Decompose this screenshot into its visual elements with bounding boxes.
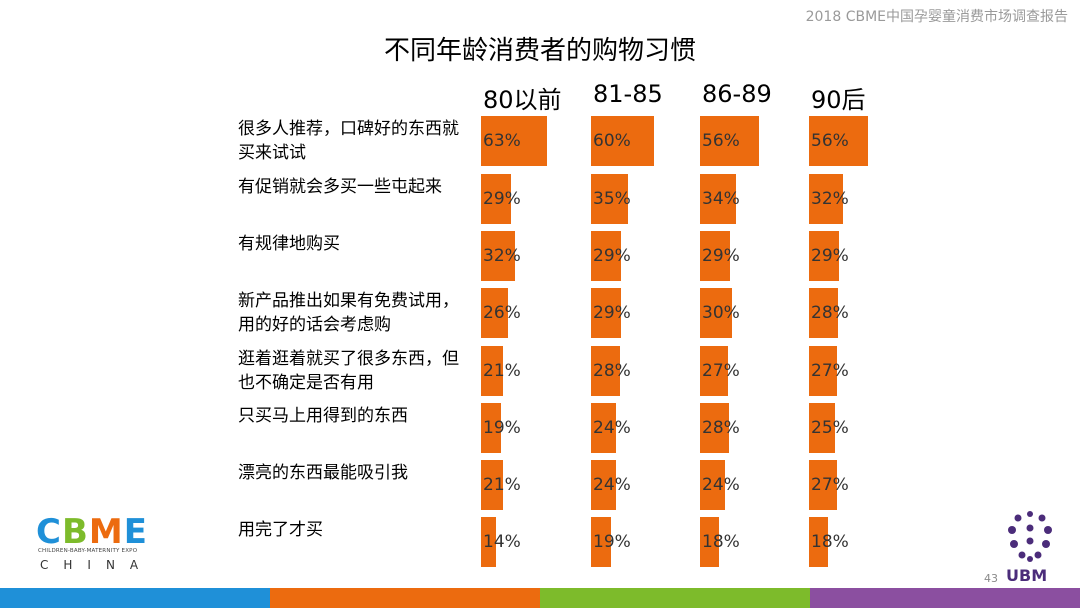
bar-0-0: [481, 116, 547, 166]
bar-label-0-0: 63%: [483, 131, 521, 151]
report-header-note: 2018 CBME中国孕婴童消费市场调查报告: [805, 9, 1068, 25]
bar-label-2-5: 28%: [702, 418, 740, 438]
bar-1-5: [591, 403, 616, 453]
bar-2-2: [700, 231, 730, 281]
bar-label-3-2: 29%: [811, 246, 849, 266]
bar-label-3-4: 27%: [811, 361, 849, 381]
cbme-logo-subtitle: CHILDREN-BABY-MATERNITY EXPO: [38, 548, 138, 554]
bar-0-7: [481, 517, 496, 567]
bar-3-0: [809, 116, 868, 166]
bar-label-1-4: 28%: [593, 361, 631, 381]
bar-label-0-2: 32%: [483, 246, 521, 266]
bar-0-5: [481, 403, 501, 453]
bar-label-2-0: 56%: [702, 131, 740, 151]
bar-label-1-1: 35%: [593, 189, 631, 209]
row-label-0: 很多人推荐，口碑好的东西就买来试试: [238, 119, 459, 163]
column-header-1: 81-85: [593, 80, 663, 108]
bar-label-3-3: 28%: [811, 303, 849, 323]
page-number: 43: [984, 572, 998, 585]
bar-label-1-7: 19%: [593, 532, 631, 552]
footer-color-band: [0, 588, 1080, 608]
bar-1-2: [591, 231, 621, 281]
bar-0-1: [481, 174, 511, 224]
bar-1-1: [591, 174, 628, 224]
row-label-6: 漂亮的东西最能吸引我: [238, 463, 408, 483]
bar-1-0: [591, 116, 654, 166]
bar-label-1-3: 29%: [593, 303, 631, 323]
bar-label-0-1: 29%: [483, 189, 521, 209]
bar-3-4: [809, 346, 837, 396]
bar-2-3: [700, 288, 732, 338]
bar-2-7: [700, 517, 719, 567]
bar-1-6: [591, 460, 616, 510]
bar-3-5: [809, 403, 835, 453]
bar-1-3: [591, 288, 621, 338]
bar-label-2-2: 29%: [702, 246, 740, 266]
bar-label-1-0: 60%: [593, 131, 631, 151]
bar-label-2-7: 18%: [702, 532, 740, 552]
ubm-logo-text: UBM: [1006, 566, 1048, 585]
bar-3-1: [809, 174, 843, 224]
bar-2-0: [700, 116, 759, 166]
row-label-3: 新产品推出如果有免费试用，用的好的话会考虑购: [238, 291, 459, 335]
column-header-0: 80以前: [483, 86, 562, 114]
bar-3-6: [809, 460, 837, 510]
bar-2-1: [700, 174, 736, 224]
bar-label-1-6: 24%: [593, 475, 631, 495]
footer-band-green: [540, 588, 810, 608]
bar-label-3-7: 18%: [811, 532, 849, 552]
bar-1-7: [591, 517, 611, 567]
bar-3-7: [809, 517, 828, 567]
row-label-4: 逛着逛着就买了很多东西，但也不确定是否有用: [238, 349, 459, 393]
bar-2-4: [700, 346, 728, 396]
ubm-logo-dots-icon: [1008, 511, 1052, 562]
column-header-3: 90后: [811, 86, 866, 114]
bar-0-4: [481, 346, 503, 396]
bar-label-1-2: 29%: [593, 246, 631, 266]
cbme-logo-china: CHINA: [40, 558, 154, 572]
bar-3-3: [809, 288, 838, 338]
bar-0-3: [481, 288, 508, 338]
chart-title: 不同年龄消费者的购物习惯: [383, 36, 696, 66]
bar-0-6: [481, 460, 503, 510]
bar-label-2-1: 34%: [702, 189, 740, 209]
footer-band-purple: [810, 588, 1080, 608]
bar-label-3-1: 32%: [811, 189, 849, 209]
bar-label-2-6: 24%: [702, 475, 740, 495]
bar-label-3-6: 27%: [811, 475, 849, 495]
bar-2-6: [700, 460, 725, 510]
row-label-5: 只买马上用得到的东西: [238, 406, 408, 426]
bar-3-2: [809, 231, 839, 281]
bar-label-3-5: 25%: [811, 418, 849, 438]
bar-1-4: [591, 346, 620, 396]
bar-label-3-0: 56%: [811, 131, 849, 151]
bar-label-0-5: 19%: [483, 418, 521, 438]
column-header-2: 86-89: [702, 80, 772, 108]
bar-2-5: [700, 403, 729, 453]
bar-label-0-4: 21%: [483, 361, 521, 381]
cbme-logo-mark: CBME: [36, 512, 148, 552]
ubm-logo: UBM: [1000, 508, 1060, 586]
bar-label-2-3: 30%: [702, 303, 740, 323]
bar-label-0-7: 14%: [483, 532, 521, 552]
bar-label-0-6: 21%: [483, 475, 521, 495]
row-label-1: 有促销就会多买一些屯起来: [238, 177, 442, 197]
bar-label-1-5: 24%: [593, 418, 631, 438]
row-label-2: 有规律地购买: [238, 234, 340, 254]
footer-band-orange: [270, 588, 540, 608]
bar-0-2: [481, 231, 515, 281]
bar-label-2-4: 27%: [702, 361, 740, 381]
footer-band-blue: [0, 588, 270, 608]
cbme-logo: CBME CHILDREN-BABY-MATERNITY EXPO CHINA: [36, 512, 158, 578]
bar-label-0-3: 26%: [483, 303, 521, 323]
row-label-7: 用完了才买: [238, 520, 323, 540]
